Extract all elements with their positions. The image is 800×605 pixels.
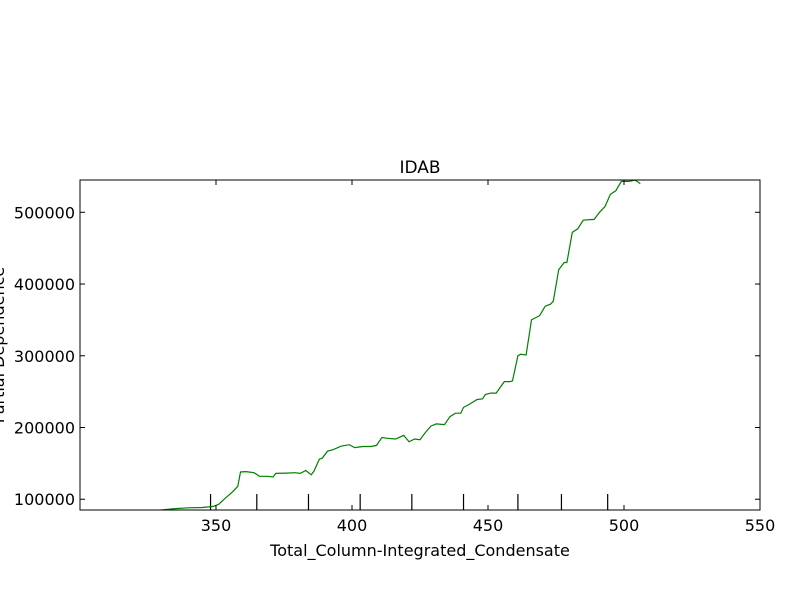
x-tick-label: 500 [609, 516, 640, 535]
x-tick-label: 350 [201, 516, 232, 535]
rug-marks [209, 494, 609, 510]
y-axis-label: Partial Dependence [0, 267, 8, 423]
y-axis-ticks: 100000 200000 300000 400000 500000 [14, 203, 760, 509]
series-layer [154, 180, 641, 510]
plot-frame [79, 179, 761, 511]
x-axis-ticks: 350 400 450 500 550 [201, 180, 776, 535]
x-tick-label: 400 [337, 516, 368, 535]
x-tick-label: 450 [473, 516, 504, 535]
y-tick-label: 400000 [14, 275, 75, 294]
y-tick-label: 300000 [14, 347, 75, 366]
x-axis-label: Total_Column-Integrated_Condensate [269, 541, 570, 561]
chart-title: IDAB [399, 158, 440, 178]
y-tick-label: 500000 [14, 203, 75, 222]
y-tick-label: 100000 [14, 490, 75, 509]
x-tick-label: 550 [745, 516, 776, 535]
series-line-0 [154, 180, 641, 510]
y-tick-label: 200000 [14, 419, 75, 438]
